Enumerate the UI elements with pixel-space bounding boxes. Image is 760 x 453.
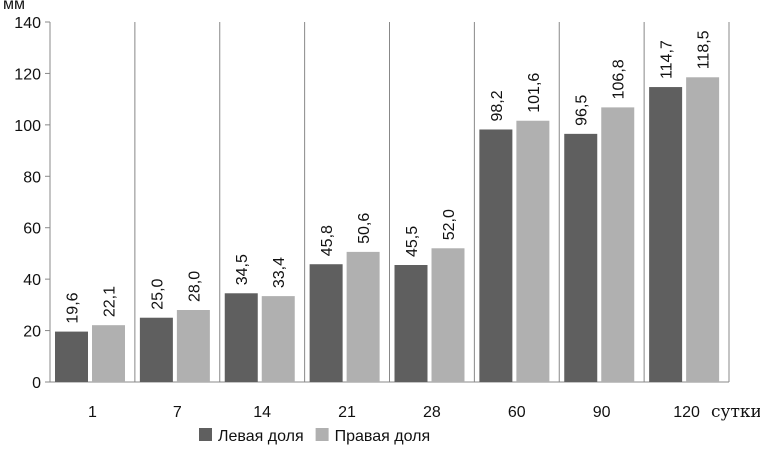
bar-left-lobe [309, 264, 343, 382]
category-separators [134, 22, 730, 382]
bar-right-lobe [261, 296, 295, 382]
data-label: 28,0 [186, 271, 203, 302]
data-label: 101,6 [526, 73, 543, 113]
bar-right-lobe [686, 77, 720, 383]
data-label: 114,7 [659, 40, 676, 79]
bar-left-lobe [479, 129, 513, 382]
y-tick-label: 0 [32, 375, 41, 392]
bars [55, 77, 720, 383]
data-label: 106,8 [611, 59, 628, 99]
data-label: 22,1 [102, 286, 119, 317]
x-tick-label: 21 [338, 404, 356, 421]
bar-left-lobe [564, 133, 598, 382]
y-tick-label: 120 [14, 66, 41, 83]
data-label: 45,5 [404, 226, 421, 257]
data-label: 52,0 [441, 209, 458, 240]
x-tick-label: 90 [593, 404, 611, 421]
bar-right-lobe [431, 248, 465, 382]
y-axis-unit: мм [3, 0, 25, 13]
legend-swatch [199, 428, 212, 441]
bar-left-lobe [224, 293, 258, 382]
bar-right-lobe [176, 310, 210, 382]
data-label: 33,4 [271, 257, 288, 288]
x-tick-label: 14 [253, 404, 271, 421]
y-tick-label: 20 [23, 324, 41, 341]
data-label: 45,8 [319, 225, 336, 256]
bar-right-lobe [346, 251, 380, 382]
data-label: 98,2 [489, 90, 506, 121]
bar-right-lobe [92, 325, 125, 382]
x-axis-unit: сутки [711, 402, 760, 422]
data-label: 34,5 [234, 254, 251, 285]
x-axis: 1 7 14 21 28 60 90 120 [50, 381, 729, 421]
bar-left-lobe [394, 265, 428, 382]
x-tick-label: 60 [508, 404, 526, 421]
data-label: 50,6 [356, 213, 373, 244]
data-labels: 19,6 22,1 25,0 28,0 34,5 33,4 45,8 50,6 45,5 52,0… [65, 30, 713, 323]
x-tick-label: 1 [88, 404, 97, 421]
bar-left-lobe [139, 317, 173, 382]
bar-left-lobe [55, 331, 88, 382]
y-tick-label: 40 [23, 272, 41, 289]
bar-left-lobe [649, 87, 683, 383]
bar-right-lobe [516, 120, 550, 382]
data-label: 19,6 [65, 292, 82, 323]
x-tick-label: 120 [673, 404, 700, 421]
data-label: 118,5 [696, 30, 713, 69]
legend-label: Правая доля [335, 428, 431, 445]
data-label: 25,0 [149, 278, 166, 309]
y-tick-label: 60 [23, 221, 41, 238]
y-tick-label: 80 [23, 169, 41, 186]
y-axis: 0 20 40 60 80 100 120 140 [14, 15, 51, 392]
bar-right-lobe [601, 107, 635, 382]
y-tick-label: 100 [14, 118, 41, 135]
x-tick-label: 28 [423, 404, 441, 421]
x-tick-label: 7 [173, 404, 182, 421]
data-label: 96,5 [574, 95, 591, 126]
legend-swatch [315, 428, 329, 441]
legend-label: Левая доля [218, 428, 304, 445]
legend: Левая доля Правая доля [199, 428, 430, 445]
y-tick-label: 140 [14, 15, 41, 32]
